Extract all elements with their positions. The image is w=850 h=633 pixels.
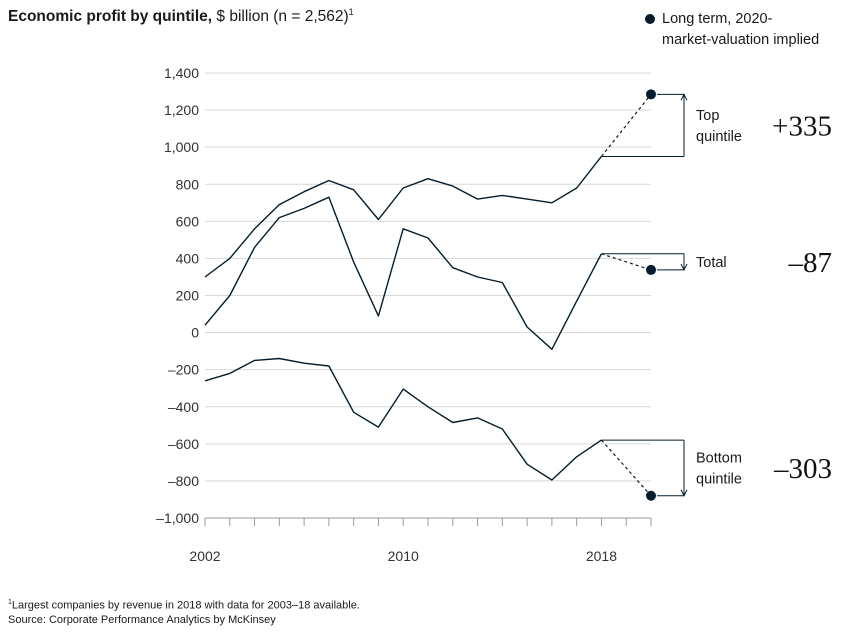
x-tick-label: 2010 (388, 548, 419, 564)
annotation-label: quintile (696, 471, 742, 487)
legend-label-line-2: market-valuation implied (662, 32, 820, 48)
footnote-mark: 1 (8, 599, 12, 606)
chart-title-footnote-mark: 1 (348, 7, 354, 17)
projection-line (600, 93, 652, 157)
footnote-line-1: 1Largest companies by revenue in 2018 wi… (8, 596, 360, 613)
annotation-value: –87 (788, 247, 833, 279)
x-tick-label: 2018 (586, 548, 617, 564)
y-tick-label: 1,000 (164, 139, 199, 155)
y-tick-label: 600 (176, 213, 200, 229)
y-tick-label: –200 (168, 362, 199, 378)
series-line (204, 155, 602, 278)
x-tick-label: 2002 (189, 548, 220, 564)
y-tick-label: 800 (176, 176, 200, 192)
y-tick-label: 200 (176, 288, 200, 304)
series-line (204, 196, 603, 350)
bracket-arrow-icon (680, 93, 688, 101)
y-tick-label: 400 (176, 250, 200, 266)
legend: Long term, 2020- market-valuation implie… (645, 9, 819, 51)
chart-title-bold: Economic profit by quintile, (8, 8, 213, 26)
projection-point (646, 89, 656, 100)
projection-point (646, 490, 656, 501)
y-tick-label: 0 (191, 325, 199, 341)
annotation-value: –303 (773, 453, 832, 485)
bracket-arrow-icon (680, 263, 688, 272)
y-tick-label: –800 (168, 473, 199, 489)
legend-label-line-1: Long term, 2020- (662, 11, 773, 27)
annotation-label: Total (696, 255, 727, 271)
y-tick-label: 1,400 (164, 65, 199, 81)
y-tick-label: 1,200 (164, 102, 199, 118)
y-tick-label: –600 (168, 436, 199, 452)
bracket-arrow-icon (680, 489, 688, 497)
y-tick-label: –400 (168, 399, 199, 415)
projection-line (601, 253, 652, 271)
annotation-value: +335 (772, 110, 832, 142)
annotation-label: Top (696, 108, 719, 124)
y-tick-label: –1,000 (156, 510, 199, 526)
chart-title: Economic profit by quintile, $ billion (… (8, 7, 354, 26)
chart-title-rest: $ billion (n = 2,562) (212, 8, 349, 26)
footnote: 1Largest companies by revenue in 2018 wi… (8, 596, 360, 627)
annotation-label: Bottom (696, 450, 742, 466)
source-line: Source: Corporate Performance Analytics … (8, 613, 276, 626)
projection-point (646, 264, 656, 275)
legend-marker-icon (645, 14, 655, 24)
series-line (204, 357, 602, 481)
footnote-text: Largest companies by revenue in 2018 wit… (11, 599, 360, 612)
projection-line (600, 439, 652, 497)
annotation-label: quintile (696, 129, 742, 145)
